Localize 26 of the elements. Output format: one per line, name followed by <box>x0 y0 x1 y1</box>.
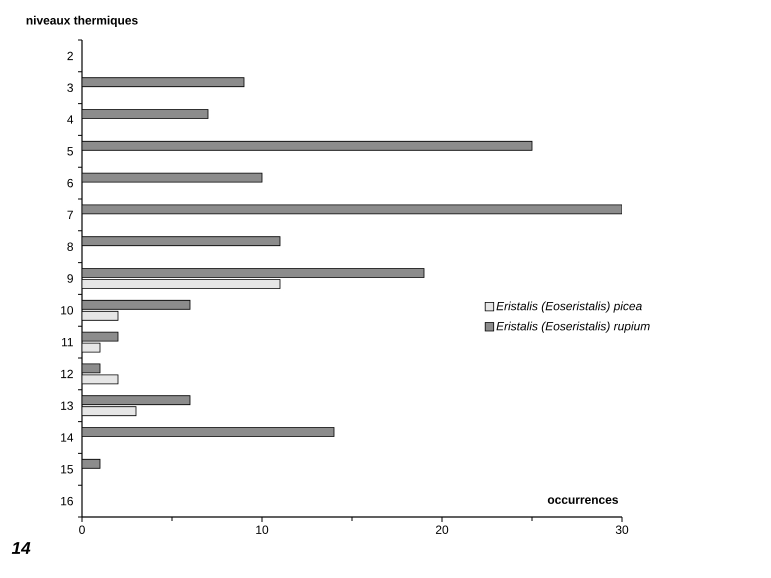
y-tick-label: 3 <box>67 83 73 92</box>
y-tick-label: 5 <box>67 147 73 156</box>
bar <box>82 310 118 321</box>
y-axis-title: niveaux thermiques <box>26 16 138 27</box>
x-axis-title: occurrences <box>548 497 618 504</box>
x-tick-label: 10 <box>256 526 268 534</box>
x-tick-label: 0 <box>79 526 85 534</box>
legend-label: Eristalis (Eoseristalis) picea <box>496 302 642 313</box>
y-tick-label: 2 <box>67 52 73 60</box>
y-tick-label: 12 <box>61 370 73 378</box>
y-tick-label: 11 <box>62 338 73 346</box>
legend-label: Eristalis (Eoseristalis) rupium <box>496 322 650 333</box>
y-tick-label: 14 <box>61 433 74 442</box>
text: 14 <box>12 542 30 554</box>
x-tick-label: 30 <box>616 526 628 534</box>
x-tick-label: 20 <box>436 526 448 534</box>
y-tick-label: 15 <box>61 465 73 474</box>
y-tick-label: 7 <box>67 210 73 220</box>
y-tick-label: 6 <box>67 178 73 188</box>
y-tick-label: 16 <box>61 496 73 506</box>
y-tick-label: 4 <box>67 115 74 124</box>
bar <box>82 406 136 416</box>
y-tick-label: 8 <box>67 242 73 251</box>
y-tick-label: 9 <box>67 274 73 283</box>
y-tick-label: 10 <box>61 306 74 315</box>
y-tick-label: 13 <box>61 401 73 410</box>
